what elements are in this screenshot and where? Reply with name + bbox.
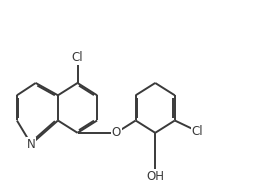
Text: Cl: Cl [72,51,83,64]
Text: OH: OH [146,170,164,183]
Text: O: O [112,126,121,139]
Text: Cl: Cl [192,125,203,138]
Text: N: N [27,138,36,151]
